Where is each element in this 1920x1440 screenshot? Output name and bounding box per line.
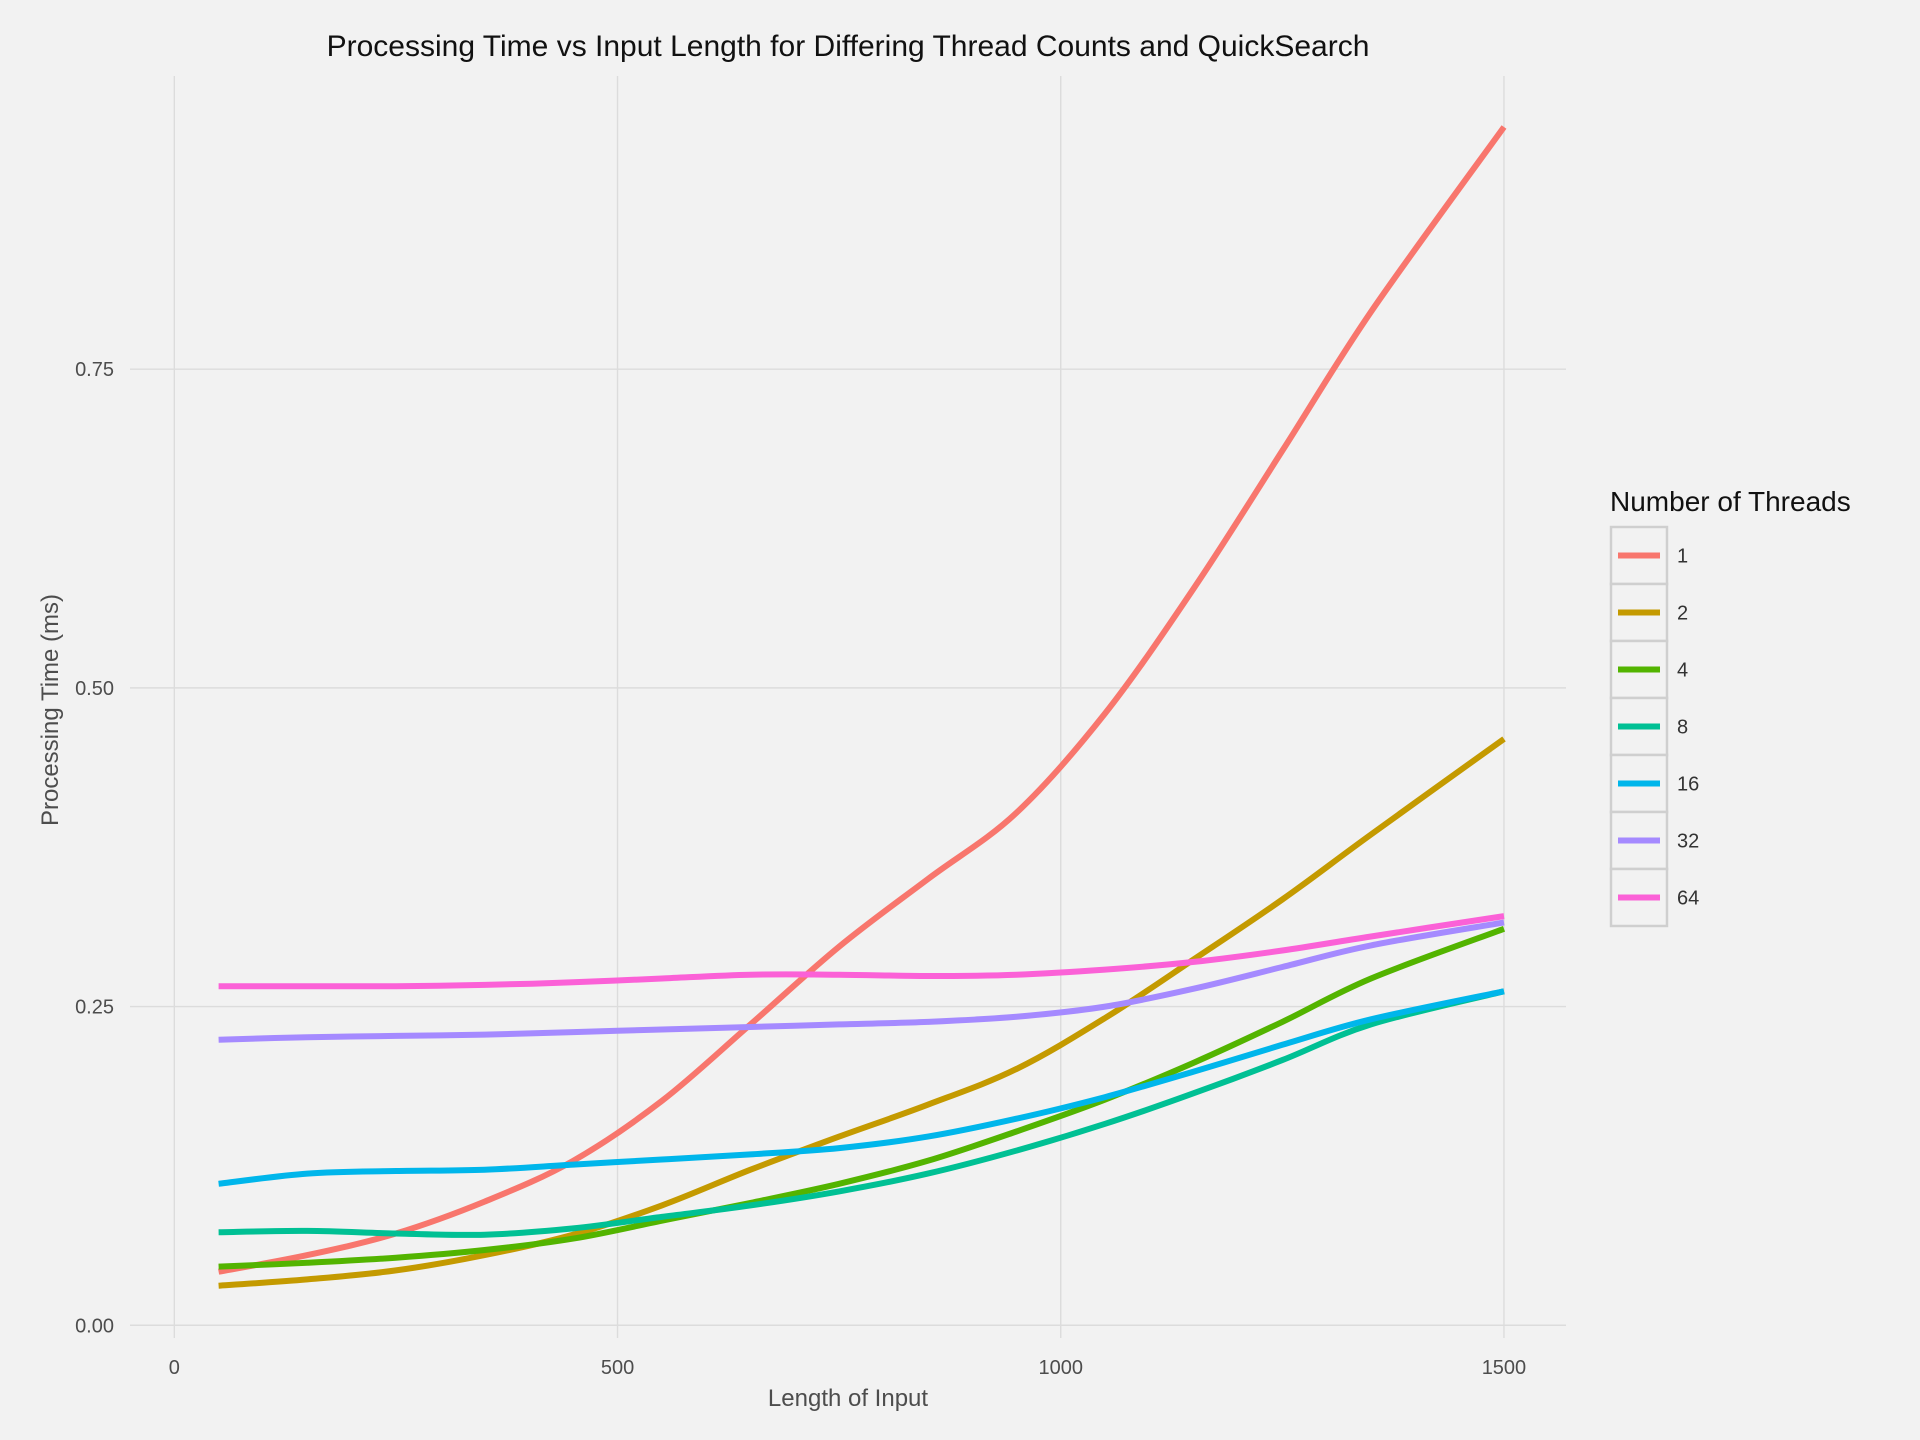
grid bbox=[130, 76, 1566, 1338]
legend-label-4: 4 bbox=[1677, 660, 1688, 682]
series-line-32 bbox=[218, 919, 1505, 1043]
legend-label-64: 64 bbox=[1677, 888, 1699, 910]
x-tick-label: 0 bbox=[169, 1357, 180, 1379]
series-line-8 bbox=[218, 988, 1505, 1238]
legend-label-16: 16 bbox=[1677, 774, 1699, 796]
axes: 0 500 1000 1500 0.00 0.25 0.50 0.75 bbox=[75, 359, 1526, 1379]
legend-label-1: 1 bbox=[1677, 546, 1688, 568]
y-tick-label: 0.00 bbox=[75, 1315, 114, 1337]
series-line-1 bbox=[218, 125, 1507, 1275]
legend-label-32: 32 bbox=[1677, 831, 1699, 853]
legend: Number of Threads 1 2 4 8 16 32 64 bbox=[1609, 486, 1851, 928]
x-axis-title: Length of Input bbox=[768, 1385, 928, 1412]
series-line-64 bbox=[218, 913, 1505, 990]
legend-label-8: 8 bbox=[1677, 717, 1688, 739]
series-lines bbox=[218, 125, 1507, 1289]
legend-title: Number of Threads bbox=[1610, 486, 1851, 517]
series-line-4 bbox=[218, 925, 1506, 1270]
series-line-16 bbox=[218, 988, 1505, 1187]
legend-label-2: 2 bbox=[1677, 603, 1688, 625]
chart-title: Processing Time vs Input Length for Diff… bbox=[327, 30, 1370, 63]
y-axis-title: Processing Time (ms) bbox=[37, 594, 64, 826]
x-tick-label: 500 bbox=[601, 1357, 634, 1379]
series-line-2 bbox=[218, 736, 1506, 1289]
x-tick-label: 1500 bbox=[1482, 1357, 1527, 1379]
y-tick-label: 0.50 bbox=[75, 678, 114, 700]
x-tick-label: 1000 bbox=[1038, 1357, 1083, 1379]
y-tick-label: 0.75 bbox=[75, 359, 114, 381]
y-tick-label: 0.25 bbox=[75, 997, 114, 1019]
